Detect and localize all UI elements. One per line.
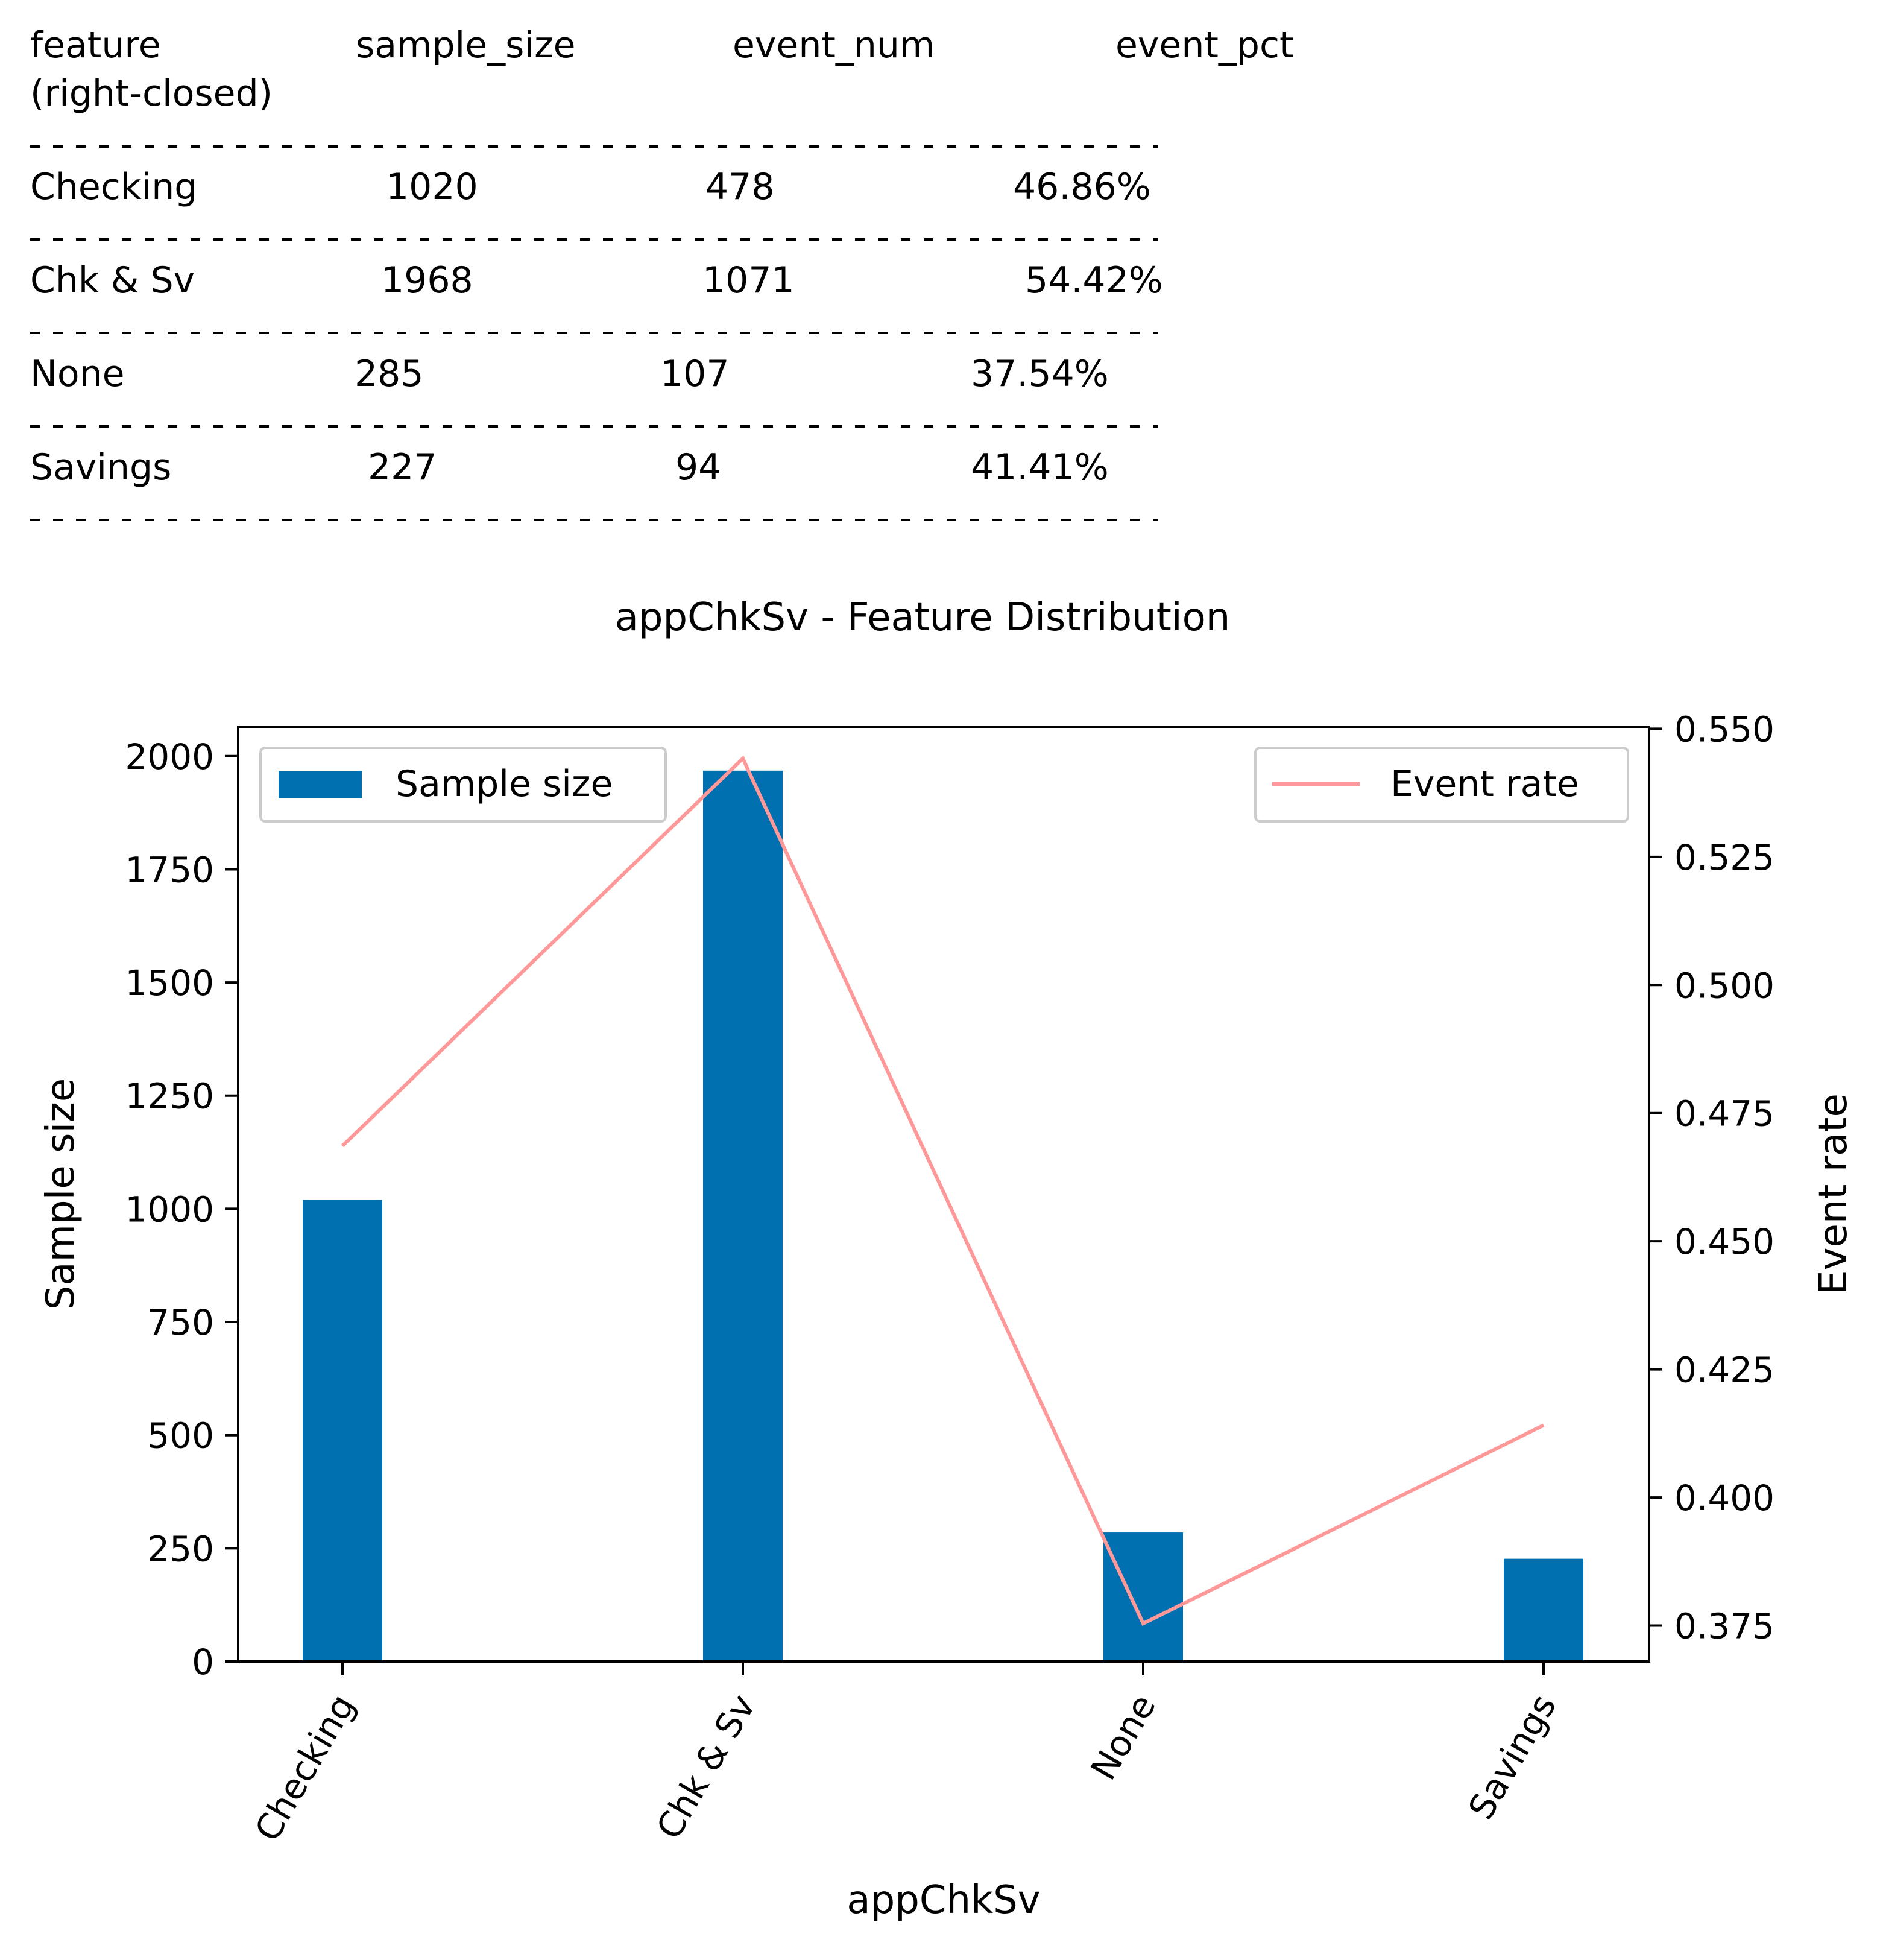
legend-label: Event rate (1390, 763, 1579, 805)
y2-tick-label: 0.450 (1674, 1221, 1774, 1262)
bar-chk-sv (703, 770, 783, 1661)
y-tick-label: 250 (147, 1528, 214, 1569)
y2-tick-label: 0.500 (1674, 965, 1774, 1006)
chart-title: appChkSv - Feature Distribution (615, 595, 1231, 640)
feature-table: feature (right-closed) sample_size event_nu… (30, 24, 1294, 521)
legend-box (1254, 747, 1629, 823)
table-cell-sample-size: 285 (355, 353, 424, 395)
table-header-feature: feature (30, 24, 161, 66)
legend-event-rate: Event rate (1254, 747, 1629, 823)
y2-tick-label: 0.375 (1674, 1606, 1774, 1647)
y-tick-label: 2000 (125, 736, 214, 777)
table-cell-sample-size: 1020 (386, 166, 478, 208)
table-cell-event-num: 107 (660, 353, 730, 395)
table-cell-sample-size: 1968 (381, 259, 473, 302)
table-cell-event-pct: 46.86% (1013, 166, 1151, 208)
y2-tick-label: 0.525 (1674, 837, 1774, 878)
table-row: None 285 107 37.54% (30, 353, 1109, 395)
x-tick-label: Chk & Sv (648, 1687, 763, 1846)
chart: 0 250 500 750 1000 1250 1500 1750 2000 0.375 0.400… (39, 709, 1856, 1923)
y-axis-label: Sample size (39, 1078, 83, 1310)
legend-box (259, 747, 667, 823)
table-cell-feature: Chk & Sv (30, 259, 195, 302)
legend-swatch-bar (279, 771, 362, 798)
bar-checking (303, 1200, 382, 1661)
table-header-event-num: event_num (733, 24, 935, 66)
table-cell-event-num: 94 (675, 446, 721, 488)
x-tick-label: Checking (247, 1687, 363, 1848)
y-tick-label: 0 (192, 1642, 214, 1683)
y-tick-label: 1000 (125, 1189, 214, 1230)
table-cell-event-num: 1071 (702, 259, 795, 302)
table-cell-feature: Checking (30, 166, 197, 208)
y2-axis-label: Event rate (1811, 1093, 1856, 1295)
x-tick-label: None (1083, 1687, 1164, 1787)
y-tick-label: 750 (147, 1302, 214, 1343)
table-header-event-pct: event_pct (1115, 24, 1294, 66)
bar-savings (1504, 1558, 1583, 1661)
event-rate-line (341, 755, 1545, 1626)
table-cell-event-pct: 54.42% (1025, 259, 1163, 302)
legend-label: Sample size (396, 763, 613, 805)
table-cell-event-pct: 37.54% (971, 353, 1109, 395)
y-tick-label: 1750 (125, 849, 214, 890)
plot-frame (237, 726, 1650, 1663)
table-cell-sample-size: 227 (368, 446, 437, 488)
y2-tick-label: 0.400 (1674, 1478, 1774, 1519)
table-cell-feature: Savings (30, 446, 171, 488)
legend-sample-size: Sample size (259, 747, 667, 823)
table-cell-event-num: 478 (705, 166, 775, 208)
table-header-feature-sublabel: (right-closed) (30, 72, 273, 115)
table-cell-event-pct: 41.41% (971, 446, 1109, 488)
table-row: Chk & Sv 1968 1071 54.42% (30, 259, 1163, 302)
table-header-sample-size: sample_size (356, 24, 575, 66)
table-row: Checking 1020 478 46.86% (30, 166, 1151, 208)
table-cell-feature: None (30, 353, 125, 395)
y-tick-label: 1250 (125, 1076, 214, 1117)
table-row: Savings 227 94 41.41% (30, 446, 1109, 488)
y2-tick-label: 0.475 (1674, 1093, 1774, 1134)
y2-tick-label: 0.425 (1674, 1350, 1774, 1391)
y-tick-label: 500 (147, 1415, 214, 1456)
x-tick-label: Savings (1460, 1687, 1564, 1826)
y-tick-label: 1500 (125, 963, 214, 1004)
y2-tick-label: 0.550 (1674, 709, 1774, 750)
x-axis-label: appChkSv (847, 1878, 1040, 1923)
bar-none (1103, 1532, 1183, 1661)
